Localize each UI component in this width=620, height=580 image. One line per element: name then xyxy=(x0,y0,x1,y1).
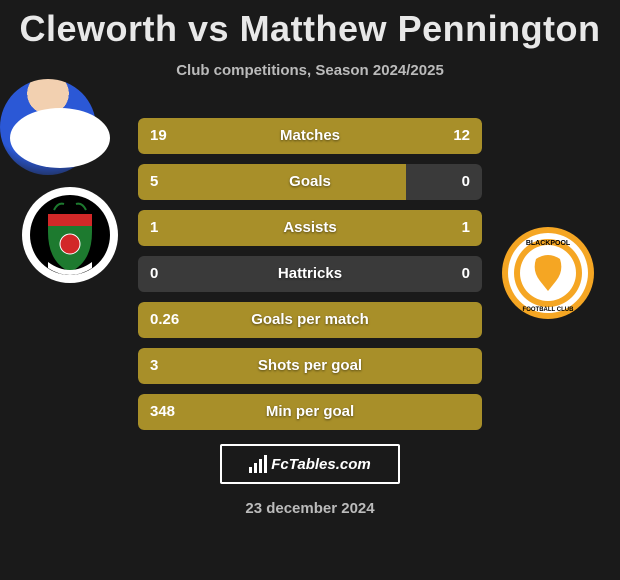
footer-date: 23 december 2024 xyxy=(0,500,620,517)
stat-label: Matches xyxy=(138,118,482,154)
brand-bars-icon xyxy=(249,455,267,473)
stat-row: Assists1 1 xyxy=(138,210,482,246)
page-title: Cleworth vs Matthew Pennington xyxy=(0,0,620,50)
stat-row: Matches19 12 xyxy=(138,118,482,154)
stat-label: Hattricks xyxy=(138,256,482,292)
stat-row: Shots per goal3 xyxy=(138,348,482,384)
stat-row: Min per goal348 xyxy=(138,394,482,430)
subtitle: Club competitions, Season 2024/2025 xyxy=(0,62,620,79)
title-vs: vs xyxy=(188,8,229,49)
stat-value-right: 0 xyxy=(462,256,470,292)
stat-label: Min per goal xyxy=(138,394,482,430)
stat-value-right: 0 xyxy=(462,164,470,200)
stat-value-left: 5 xyxy=(150,164,158,200)
stat-value-right: 12 xyxy=(453,118,470,154)
stat-row: Goals5 0 xyxy=(138,164,482,200)
stat-value-right: 1 xyxy=(462,210,470,246)
stat-label: Shots per goal xyxy=(138,348,482,384)
stat-value-left: 0 xyxy=(150,256,158,292)
stat-value-left: 0.26 xyxy=(150,302,179,338)
stat-value-left: 1 xyxy=(150,210,158,246)
stat-value-left: 3 xyxy=(150,348,158,384)
title-player1: Cleworth xyxy=(19,8,177,49)
stat-row: Goals per match0.26 xyxy=(138,302,482,338)
stat-value-left: 19 xyxy=(150,118,167,154)
stat-label: Assists xyxy=(138,210,482,246)
stat-label: Goals xyxy=(138,164,482,200)
stat-label: Goals per match xyxy=(138,302,482,338)
stat-row: Hattricks0 0 xyxy=(138,256,482,292)
brand-text: FcTables.com xyxy=(271,456,370,473)
title-player2: Matthew Pennington xyxy=(240,8,601,49)
stats-comparison: Matches1912Goals50Assists11Hattricks00Go… xyxy=(0,118,620,440)
brand-logo: FcTables.com xyxy=(220,444,400,484)
stat-value-left: 348 xyxy=(150,394,175,430)
